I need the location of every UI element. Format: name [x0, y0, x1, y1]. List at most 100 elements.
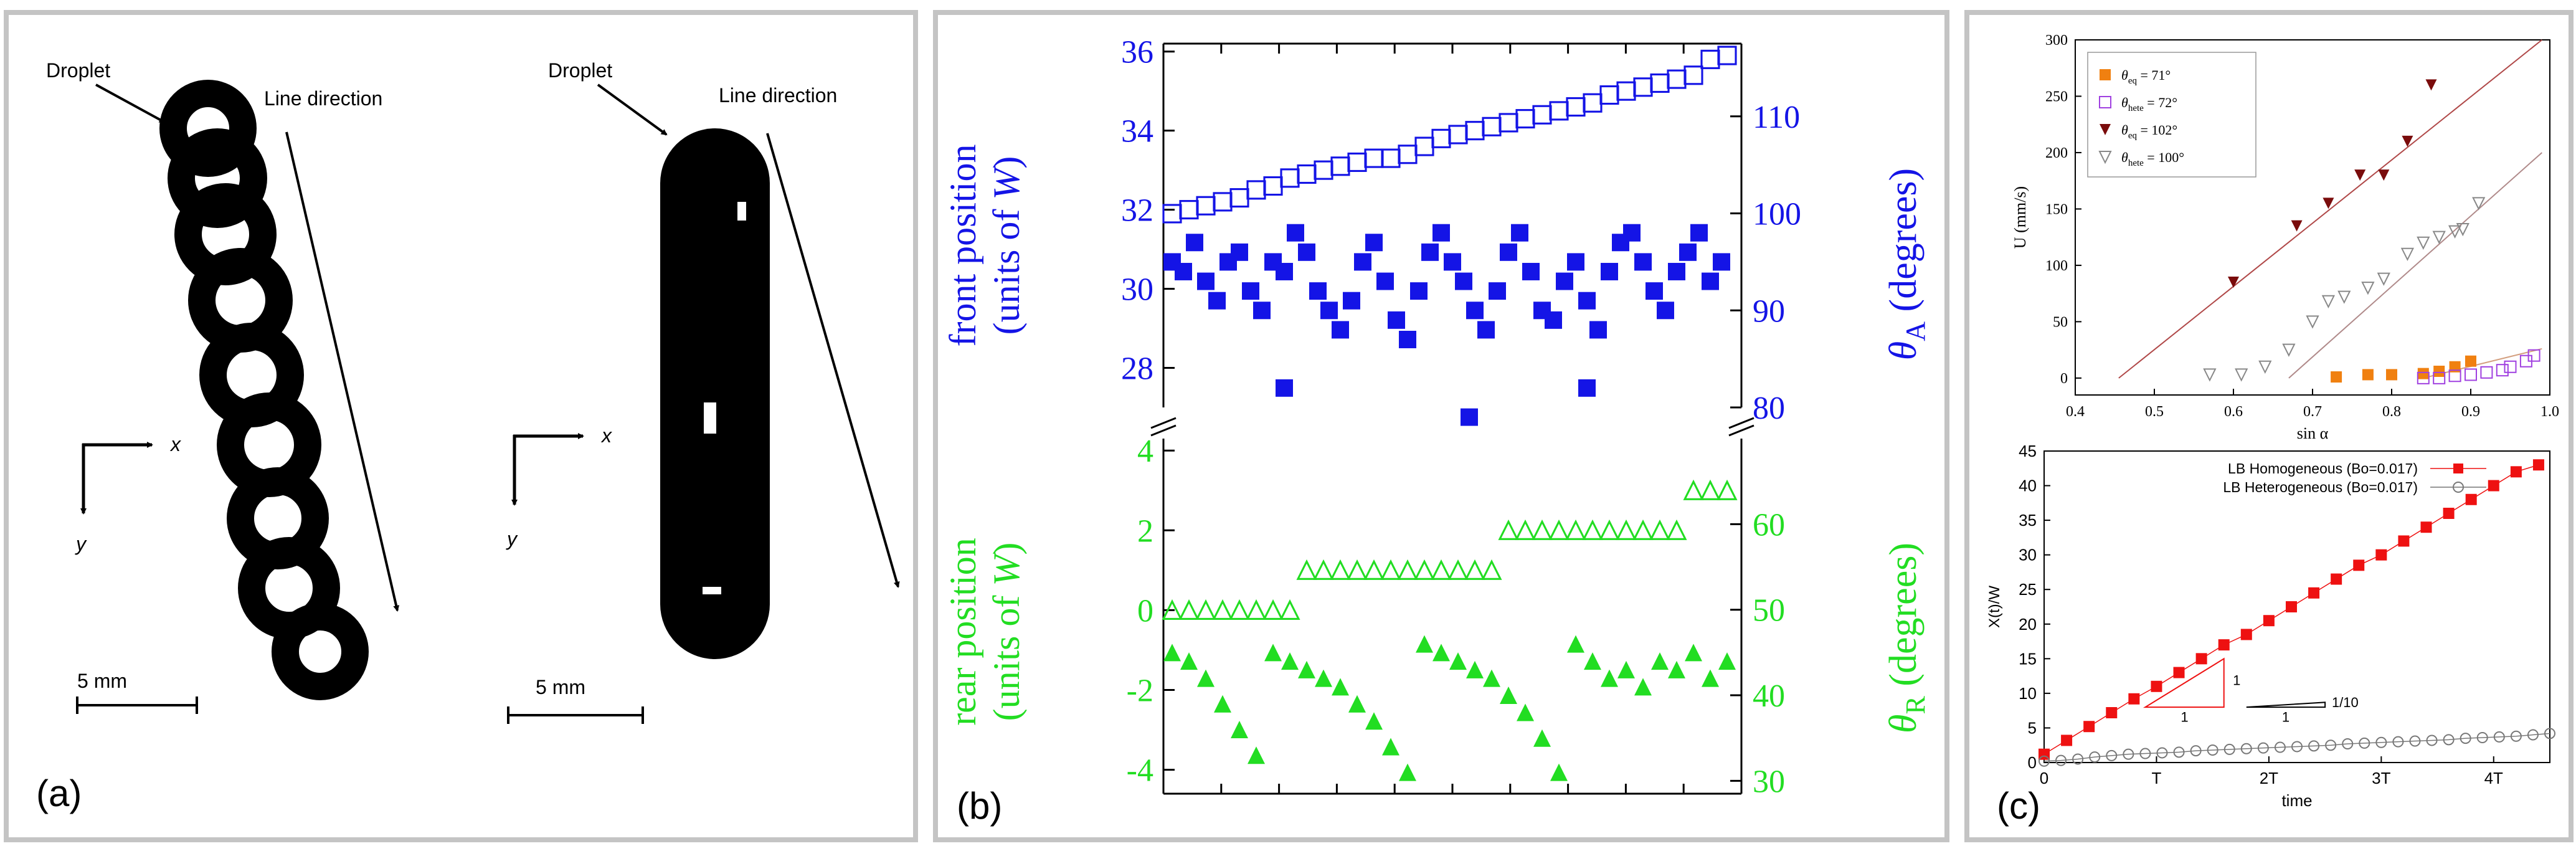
data-point: [2055, 754, 2067, 766]
data-point: [1180, 652, 1198, 670]
data-point: [2207, 744, 2218, 756]
right-scale-bar: [507, 706, 644, 724]
slope-label-steep-base: 1: [2181, 709, 2188, 725]
data-point: [1511, 224, 1528, 242]
data-point: [1483, 669, 1500, 687]
data-point: [2331, 371, 2342, 383]
legend-marker: [2100, 124, 2111, 135]
plot-frame: [2043, 450, 2550, 763]
data-point: [2072, 753, 2084, 765]
data-point: [1466, 302, 1484, 320]
data-point: [1583, 93, 1603, 113]
right-scale-label: 5 mm: [536, 676, 585, 698]
data-point: [2235, 368, 2248, 382]
legend-marker: [2453, 482, 2464, 493]
data-point: [1545, 311, 1562, 329]
data-point: [1566, 97, 1586, 117]
legend-marker: [2100, 69, 2111, 80]
data-point: [1380, 559, 1401, 580]
y-tick-label: 40: [2019, 477, 2037, 495]
axis-break-mark: [1728, 417, 1754, 429]
data-point: [1679, 243, 1697, 261]
data-point: [1444, 253, 1461, 271]
data-point: [2106, 749, 2118, 761]
data-point: [2223, 743, 2235, 755]
data-point: [1461, 408, 1478, 426]
data-point: [1382, 738, 1399, 756]
data-point: [1414, 559, 1435, 580]
data-point: [1584, 652, 1601, 670]
data-point: [2173, 746, 2185, 758]
data-point: [1599, 85, 1619, 105]
panel-c: 0.4 0.5 0.6 0.7 0.8 0.9 1.0 0 50 100 150 200 250 300 s…: [1964, 10, 2574, 842]
data-point: [2377, 272, 2390, 286]
data-point: [2325, 739, 2337, 751]
data-point: [2308, 587, 2320, 599]
data-point: [1416, 635, 1433, 653]
data-point: [1279, 599, 1300, 620]
y2-tick-label: 30: [1753, 764, 1785, 799]
data-point: [1186, 234, 1203, 252]
data-point: [1197, 669, 1215, 687]
data-point: [1477, 321, 1495, 339]
data-point: [1718, 652, 1736, 670]
legend-label: LB Homogeneous (Bo=0.017): [2228, 460, 2418, 477]
data-point: [2504, 360, 2517, 373]
data-point: [1623, 224, 1641, 242]
data-point: [1248, 746, 1265, 764]
slope-label-steep-side: 1: [2233, 673, 2240, 688]
data-point: [1197, 272, 1215, 290]
data-point: [1363, 559, 1385, 580]
data-point: [2331, 573, 2342, 585]
left-y-axis-label: y: [75, 533, 87, 555]
data-point: [2291, 220, 2303, 232]
y-tick-label: 20: [2019, 615, 2037, 634]
data-point: [2417, 236, 2430, 250]
slope-label-shallow-side: 1/10: [2332, 695, 2359, 710]
data-point: [1364, 148, 1384, 168]
data-point: [2409, 735, 2421, 747]
right-y-axis-label: y: [506, 528, 518, 550]
data-point: [1330, 156, 1350, 176]
data-point: [1683, 65, 1703, 85]
x-tick-label: 0.4: [2066, 404, 2085, 420]
data-point: [2308, 740, 2320, 752]
data-point: [1330, 559, 1351, 580]
data-point: [1432, 224, 1450, 242]
data-point: [1298, 660, 1315, 678]
data-point: [1498, 519, 1519, 540]
y-tick-label: -2: [1127, 673, 1153, 708]
data-point: [1481, 559, 1502, 580]
data-point: [1448, 125, 1468, 145]
y-tick-label: 50: [2053, 314, 2068, 330]
data-point: [1556, 272, 1573, 290]
y-tick-label: 36: [1121, 35, 1153, 70]
droplet-images: Droplet Line direction x y 5 mm Droplet …: [36, 59, 900, 814]
data-point: [1214, 695, 1231, 713]
fit-line: [2288, 152, 2542, 379]
rear-position-plot: -4 -2 0 2 4 30 40 50 60: [1127, 434, 1785, 799]
data-point: [1489, 282, 1506, 300]
y-axis-title: U (mm/s): [2011, 186, 2029, 249]
x-tick-label: 4T: [2484, 769, 2503, 787]
data-point: [1399, 330, 1416, 348]
position-plot: 0 T 2T 3T 4T 0 5 10 15 20 25 30 35 40 45 time X(t)/W 1 1 1/…: [1986, 442, 2555, 810]
rear-position-axis-title: rear position: [942, 538, 983, 726]
data-point: [1242, 282, 1259, 300]
left-scale-bar: [76, 696, 198, 714]
data-point: [2285, 601, 2297, 612]
data-point: [2417, 368, 2429, 379]
data-point: [2123, 748, 2134, 760]
y-tick-label: 2: [1137, 513, 1153, 549]
data-point: [2456, 223, 2469, 237]
data-point: [1315, 669, 1332, 687]
x-tick-label: 0.5: [2145, 404, 2164, 420]
data-point: [1432, 644, 1450, 662]
data-point: [2089, 751, 2101, 763]
right-line-direction-label: Line direction: [719, 84, 837, 107]
data-point: [1179, 200, 1199, 220]
legend-box: [2087, 52, 2256, 178]
axis-break-mark: [1728, 424, 1754, 437]
data-point: [2258, 360, 2272, 374]
front-rear-chart: 28 30 32 34 36 80 90 100 110 -4 -2 0 2 4 30 40 50 60 fro…: [942, 35, 1931, 827]
